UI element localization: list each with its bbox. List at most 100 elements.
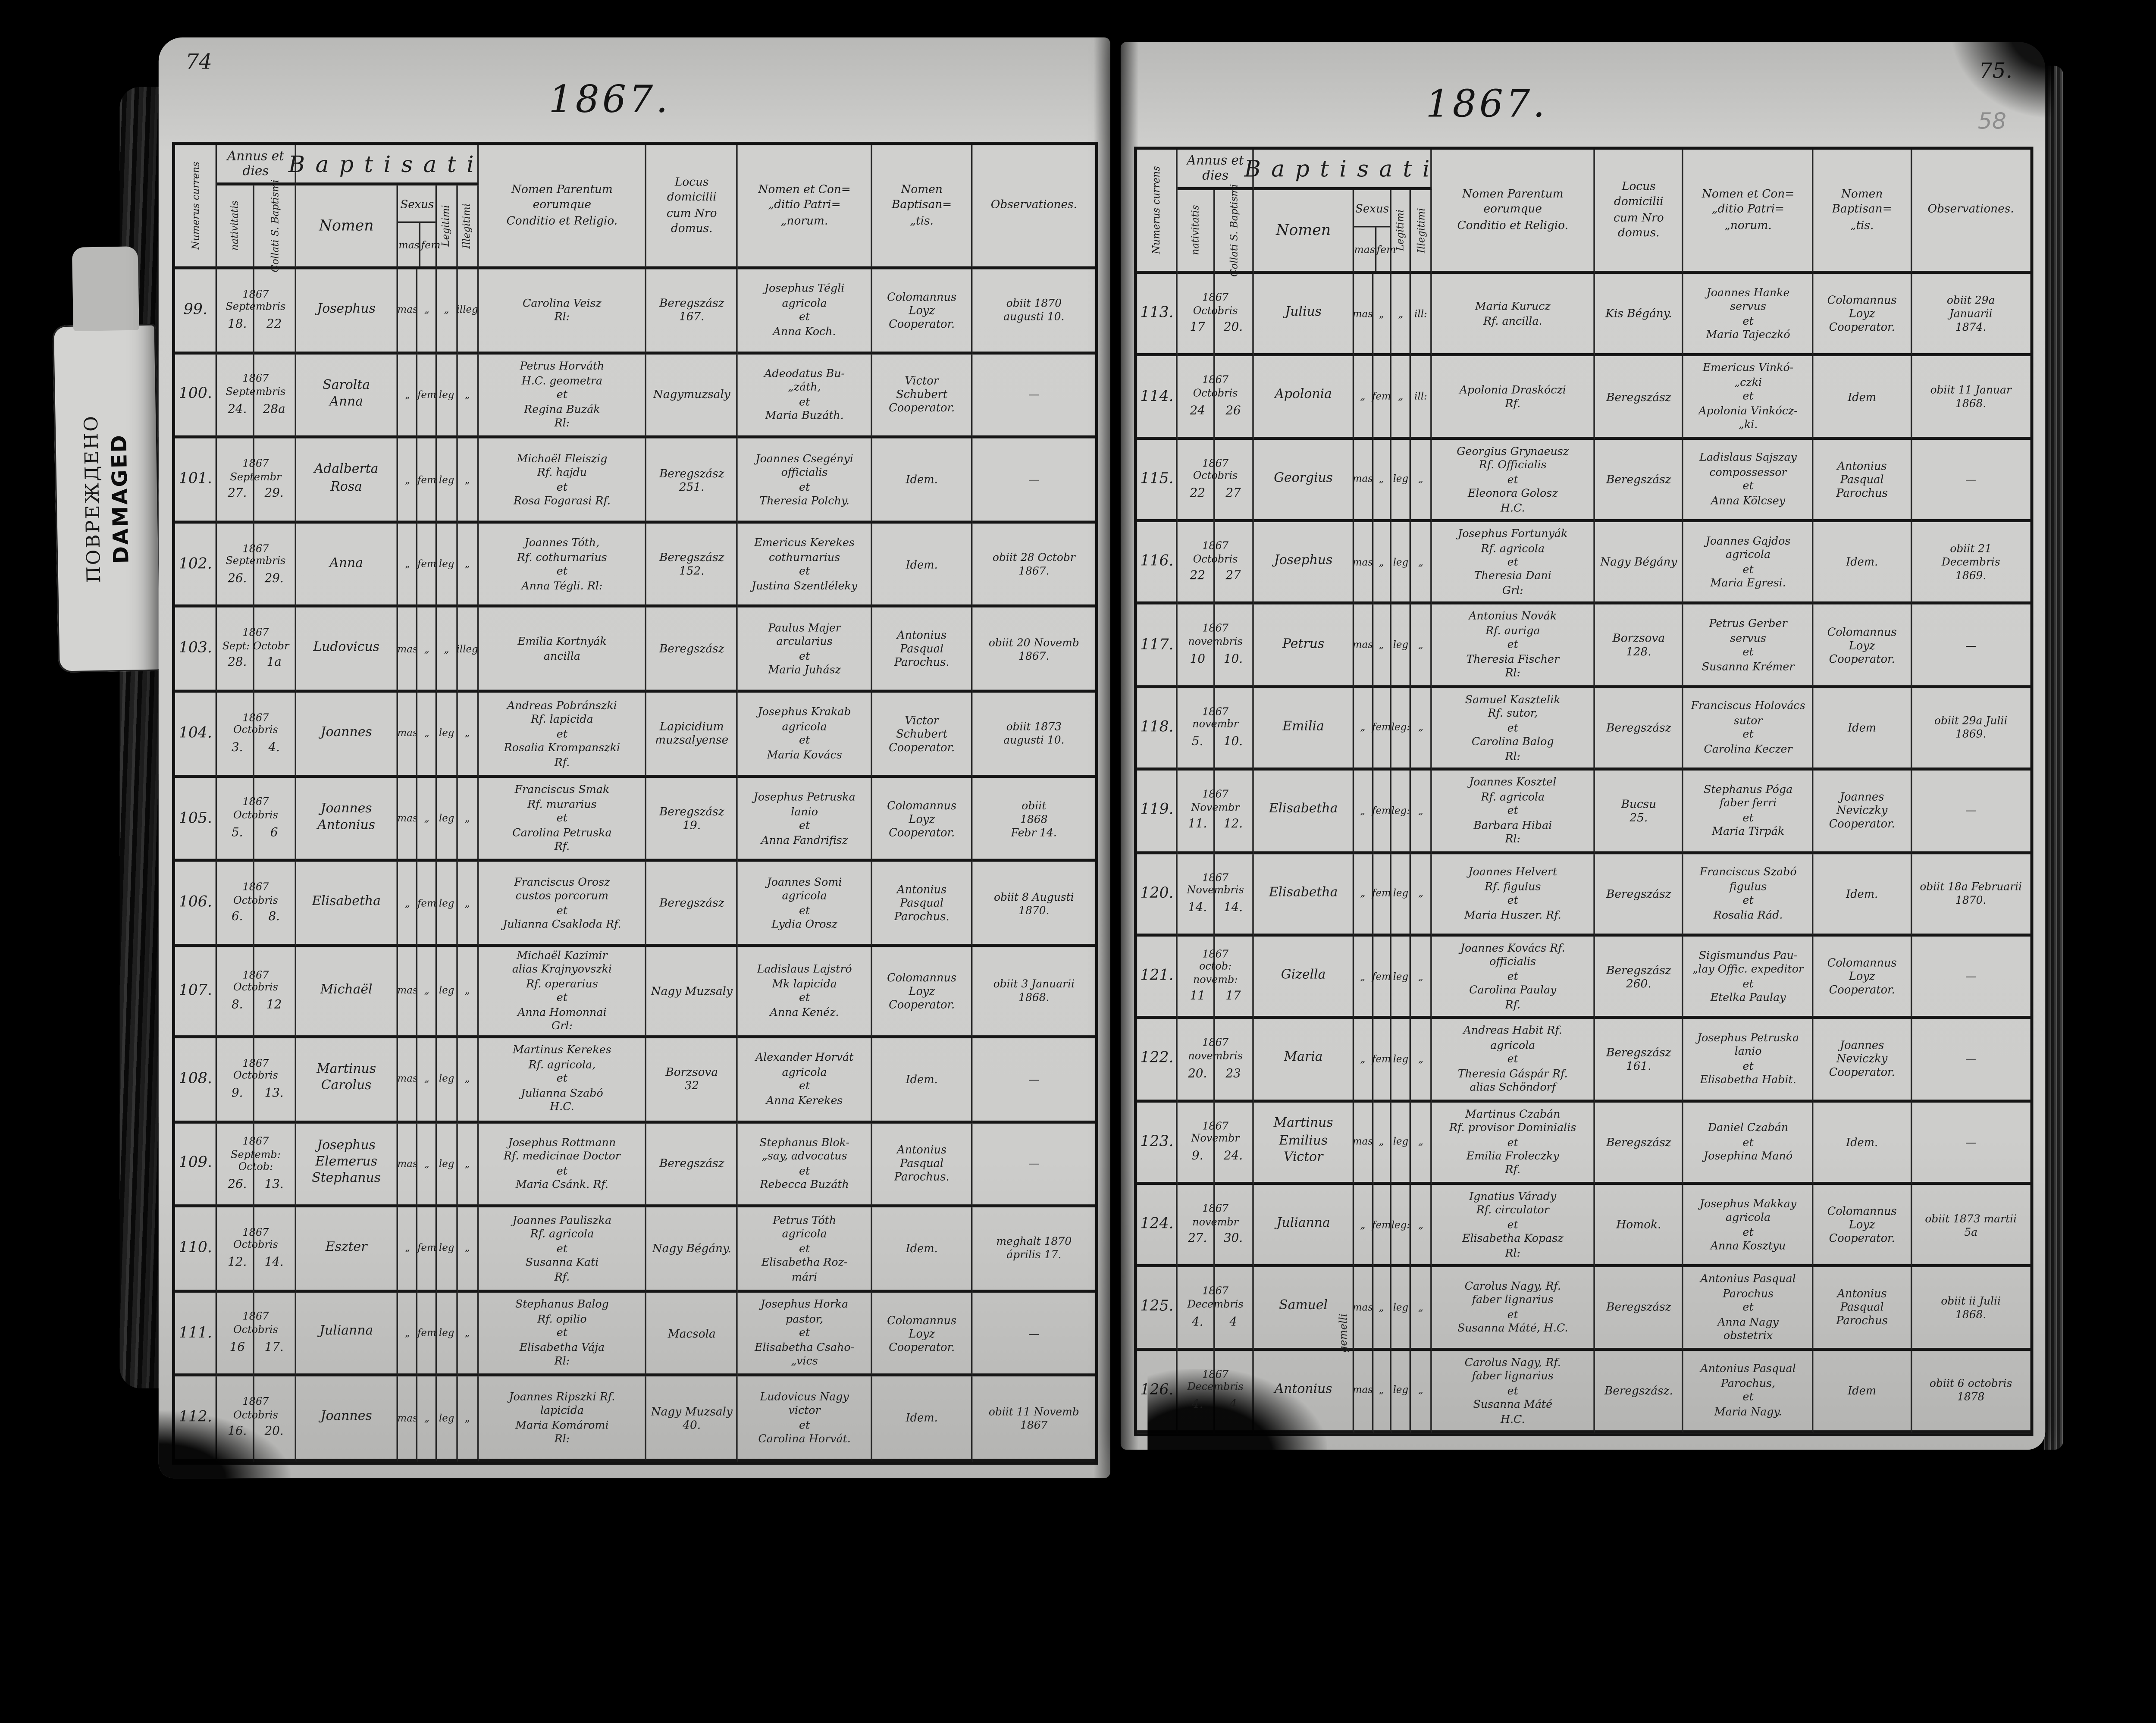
residence-cell: Nagymuzsaly: [647, 354, 738, 439]
row-number: 103.: [175, 608, 218, 693]
baptized-name-cell: Joannes: [295, 692, 399, 778]
baptizer-cell: Colomannus Loyz Cooperator.: [1814, 1184, 1912, 1268]
godparents-cell: Joannes Gajdos agricola et Maria Egresi.: [1683, 522, 1814, 605]
illegitimate-mark: „: [1411, 439, 1432, 523]
baptized-name-cell: Michaël: [295, 947, 399, 1038]
sex-female-mark: fem: [417, 1292, 437, 1377]
baptized-name-cell: Julius: [1254, 273, 1354, 357]
sex-male-mark: mas: [398, 777, 418, 862]
parents-cell: Petrus Horváth H.C. geometra et Regina B…: [478, 354, 647, 439]
date-cell: 1867 Octobris 17 20.: [1178, 273, 1254, 357]
birth-day: 9.: [232, 1086, 243, 1100]
birth-day: 11.: [1188, 818, 1207, 831]
parents-cell: Andreas Pobránszki Rf. lapicida et Rosal…: [478, 692, 647, 778]
date-cell: 1867 Septembris 24. 28a: [217, 354, 296, 439]
godparents-cell: Josephus Horka pastor, et Elisabetha Csa…: [738, 1292, 873, 1377]
residence-cell: Beregszász: [1595, 853, 1684, 937]
date-cell: 1867 Octobris 16. 20.: [217, 1377, 296, 1462]
residence-cell: Beregszász: [647, 608, 738, 693]
row-number: 110.: [175, 1207, 218, 1293]
sex-male-mark: „: [398, 354, 418, 439]
register-scan: ПОВРЕЖДЕНО DAMAGED 74 1867. Numerus curr…: [0, 0, 2156, 1494]
header-annus-et-dies: Annus et dies: [1178, 149, 1254, 190]
row-number: 111.: [175, 1292, 218, 1377]
legitimate-mark: „: [437, 608, 458, 693]
header-illegitimi: Illegitimi: [457, 185, 479, 269]
baptizer-cell: Colomannus Loyz Cooperator.: [1814, 936, 1912, 1019]
date-cell: 1867 Octobris 9. 13.: [217, 1038, 296, 1123]
parents-cell: Stephanus Balog Rf. opilio et Elisabetha…: [478, 1292, 647, 1377]
row-number: 113.: [1137, 273, 1178, 357]
baptism-day: 24.: [1223, 1149, 1243, 1162]
illegitimate-mark: „: [457, 1207, 479, 1293]
legitimate-mark: leg: [437, 354, 458, 439]
baptized-name-cell: Sarolta Anna: [295, 354, 399, 439]
parents-cell: Josephus Fortunyák Rf. agricola et There…: [1432, 522, 1595, 605]
illegitimate-mark: „: [1411, 522, 1432, 605]
sex-female-mark: fem: [417, 1207, 437, 1293]
legitimate-mark: leg: [437, 1377, 458, 1462]
baptized-name-cell: Gizella: [1254, 936, 1354, 1019]
register-page-left: 74 1867. Numerus currens Annus et dies B…: [158, 37, 1110, 1479]
baptizer-cell: Antonius Pasqual Parochus.: [872, 1123, 973, 1208]
damaged-label-english: DAMAGED: [108, 432, 135, 564]
header-fem: fem: [419, 223, 440, 266]
header-annus-et-dies: Annus et dies: [217, 145, 296, 186]
parents-cell: Emilia Kortnyák ancilla: [478, 608, 647, 693]
residence-cell: Beregszász 251.: [647, 439, 738, 523]
header-numerus-currens: Numerus currens: [1137, 149, 1178, 274]
parents-cell: Maria Kurucz Rf. ancilla.: [1432, 273, 1595, 357]
row-number: 101.: [175, 439, 218, 523]
godparents-cell: Ludovicus Nagy victor et Carolina Horvát…: [738, 1377, 873, 1462]
baptism-day: 23: [1225, 1066, 1241, 1080]
godparents-cell: Josephus Makkay agricola et Anna Kosztyu: [1683, 1184, 1814, 1268]
illegitimate-mark: „: [457, 439, 479, 523]
sex-female-mark: „: [1373, 273, 1392, 357]
legitimate-mark: leg: [1391, 439, 1411, 523]
birth-day: 18.: [228, 317, 247, 331]
baptism-day: 1a: [266, 656, 282, 670]
sex-male-mark: mas: [1353, 522, 1373, 605]
page-number-right: 75.: [1979, 60, 2012, 84]
legitimate-mark: leg: [437, 523, 458, 608]
birth-day: 22: [1190, 486, 1205, 500]
godparents-cell: Petrus Gerber servus et Susanna Krémer: [1683, 605, 1814, 688]
header-collati-baptismi: Collati S. Baptismi: [1215, 184, 1254, 277]
baptizer-cell: Victor Schubert Cooperator.: [872, 354, 973, 439]
baptized-name-cell: Josephus: [1254, 522, 1354, 605]
sex-female-mark: „: [418, 269, 437, 354]
baptized-name-cell: Petrus: [1254, 605, 1354, 688]
header-legitimi: Legitimi: [1391, 190, 1411, 274]
date-cell: 1867 octob: novemb: 11 17: [1178, 936, 1254, 1020]
godparents-cell: Josephus Krakab agricola et Maria Kovács: [738, 692, 873, 778]
parents-cell: Martinus Kerekes Rf. agricola, et Julian…: [478, 1038, 647, 1123]
parents-cell: Joannes Kovács Rf. officialis et Carolin…: [1432, 936, 1595, 1019]
baptism-day: 12.: [1223, 818, 1243, 831]
baptizer-cell: Idem.: [872, 1207, 973, 1293]
observations-cell: obiit 11 Januar 1868.: [1911, 357, 2031, 440]
legitimate-mark: leg: [437, 777, 458, 862]
header-godparents: Nomen et Con= „ditio Patri= „norum.: [1683, 149, 1814, 274]
residence-cell: Beregszász 19.: [647, 777, 738, 862]
sex-female-mark: fem: [1372, 688, 1392, 771]
baptized-name-cell: Martinus Emilius Victor: [1254, 1102, 1354, 1185]
row-number: 102.: [175, 523, 218, 608]
illegitimate-mark: illeg: [457, 269, 479, 354]
header-nativitatis: nativitatis: [1178, 190, 1215, 274]
date-cell: 1867 Septembr 27. 29.: [217, 439, 296, 523]
parents-cell: Antonius Novák Rf. auriga et Theresia Fi…: [1432, 605, 1595, 688]
sex-male-mark: mas: [1353, 1267, 1373, 1350]
row-number: 114.: [1137, 357, 1178, 440]
date-cell: 1867 Novembr 11. 12.: [1178, 771, 1254, 854]
observations-cell: —: [972, 1038, 1095, 1123]
sex-female-mark: „: [418, 947, 437, 1038]
baptizer-cell: Idem: [1814, 357, 1912, 440]
observations-cell: obiit 1868 Febr 14.: [972, 777, 1095, 862]
date-cell: 1867 Octobris 3. 4.: [217, 692, 296, 778]
sex-male-mark: mas: [1353, 439, 1373, 523]
baptized-name-cell: Elisabetha: [1254, 853, 1354, 937]
observations-cell: obiit 1870 augusti 10.: [972, 269, 1095, 354]
illegitimate-mark: „: [1411, 1102, 1432, 1185]
baptized-name-cell: Emilia: [1254, 688, 1354, 771]
sex-male-mark: mas: [1353, 273, 1373, 357]
